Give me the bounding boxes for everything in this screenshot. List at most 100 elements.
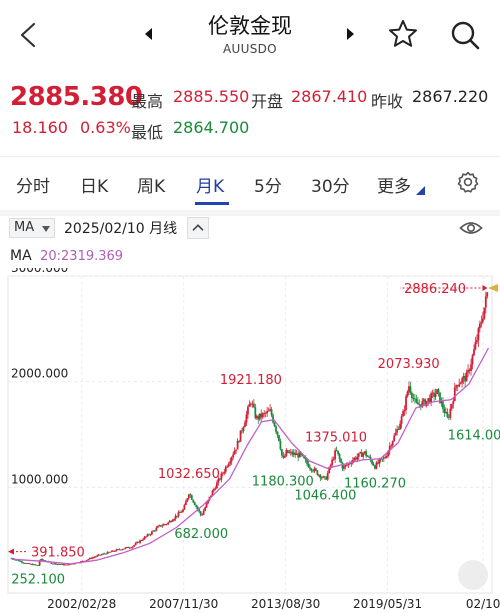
candle-body — [474, 342, 477, 350]
candle-body — [189, 494, 192, 496]
tab-30min[interactable]: 30分 — [311, 177, 350, 197]
candle-body — [155, 527, 158, 531]
candle-body — [68, 563, 71, 566]
ma-line-series — [11, 347, 490, 565]
tab-daily-k[interactable]: 日K — [80, 177, 109, 197]
watermark-logo — [458, 560, 488, 590]
candle-body — [91, 557, 94, 559]
candle-body — [239, 430, 242, 442]
candle-body — [264, 412, 267, 414]
x-tick-label: 2019/05/31 — [353, 597, 422, 611]
candle-body — [440, 401, 443, 404]
candle-body — [249, 403, 252, 405]
annotation-label: 2073.930 — [378, 357, 440, 372]
candle-body — [43, 560, 45, 561]
candle-body — [159, 525, 162, 527]
candle-body — [385, 455, 388, 458]
top-bar: 伦敦金现 AUUSDO — [0, 0, 500, 66]
candle-body — [54, 563, 57, 565]
prev-close-value: 2867.220 — [412, 87, 489, 106]
candle-body — [402, 411, 404, 417]
indicator-select[interactable]: MA — [9, 218, 55, 238]
candle-body — [470, 364, 472, 371]
candle-body — [146, 534, 149, 537]
candle-body — [425, 400, 428, 406]
candle-body — [422, 399, 425, 402]
candle-body — [62, 563, 65, 566]
candle-body — [226, 466, 229, 468]
chart-date-label: 2025/02/10 月线 — [64, 221, 178, 237]
candle-body — [26, 563, 29, 564]
tab-intraday[interactable]: 分时 — [16, 177, 50, 197]
candle-body — [25, 563, 28, 565]
instrument-code: AUUSDO — [223, 42, 277, 56]
candle-body — [127, 547, 130, 548]
candle-body — [263, 412, 266, 414]
candle-body — [213, 488, 215, 491]
candle-body — [35, 564, 38, 566]
candle-body — [347, 463, 350, 465]
candle-body — [450, 404, 453, 409]
candle-body — [478, 323, 481, 329]
candle-body — [458, 384, 461, 387]
candle-body — [224, 466, 227, 472]
candle-body — [199, 511, 202, 515]
next-instrument-icon[interactable] — [342, 24, 358, 44]
annotation-label: 1375.010 — [305, 431, 367, 446]
annotation-label: 1032.650 — [158, 467, 220, 482]
tab-5min[interactable]: 5分 — [254, 177, 282, 197]
candle-body — [413, 398, 416, 400]
candle-body — [142, 539, 144, 541]
candle-body — [59, 564, 62, 565]
candle-body — [233, 450, 236, 455]
candle-body — [447, 417, 450, 418]
candle-body — [430, 393, 433, 403]
eye-icon[interactable] — [459, 219, 483, 237]
candle-body — [251, 403, 254, 405]
candle-body — [257, 416, 260, 420]
candle-body — [66, 564, 69, 566]
candle-body — [90, 557, 93, 559]
candle-body — [461, 378, 464, 383]
x-tick-label: 2013/08/30 — [251, 597, 320, 611]
candle-body — [405, 396, 407, 411]
candle-body — [279, 440, 282, 450]
candle-body — [320, 477, 323, 479]
tab-monthly-k[interactable]: 月K — [196, 177, 225, 197]
candle-body — [356, 456, 359, 460]
collapse-chevron-up-icon[interactable] — [187, 217, 209, 239]
candle-body — [28, 563, 31, 564]
back-arrow-icon[interactable] — [14, 18, 42, 52]
favorite-star-icon[interactable] — [387, 18, 419, 50]
candle-body — [179, 512, 181, 514]
candle-body — [266, 411, 269, 414]
candle-body — [295, 453, 298, 456]
candle-body — [427, 398, 430, 401]
candle-body — [10, 558, 13, 559]
candle-body — [431, 392, 434, 394]
candle-body — [300, 452, 303, 455]
candle-body — [307, 463, 310, 468]
tab-more[interactable]: 更多 — [377, 177, 411, 197]
search-icon[interactable] — [449, 19, 481, 51]
candle-body — [112, 550, 115, 552]
candle-body — [382, 457, 385, 459]
candle-body — [103, 553, 106, 555]
candle-body — [85, 559, 88, 561]
candle-body — [281, 449, 283, 456]
candle-body — [275, 426, 277, 432]
candle-body — [162, 524, 165, 526]
tab-weekly-k[interactable]: 周K — [137, 177, 166, 197]
candle-body — [433, 392, 435, 397]
candle-body — [223, 471, 226, 474]
candle-body — [468, 369, 471, 371]
candle-body — [207, 500, 209, 504]
candle-body — [452, 400, 455, 405]
gear-icon[interactable] — [456, 170, 480, 194]
candle-body — [267, 410, 270, 412]
candle-body — [283, 455, 286, 458]
prev-instrument-icon[interactable] — [141, 24, 157, 44]
candle-body — [190, 495, 193, 500]
price-chart[interactable]: 3000.000 2000.000 1000.000 2002/02/28 2007/1… — [0, 268, 500, 613]
candle-body — [152, 530, 155, 532]
